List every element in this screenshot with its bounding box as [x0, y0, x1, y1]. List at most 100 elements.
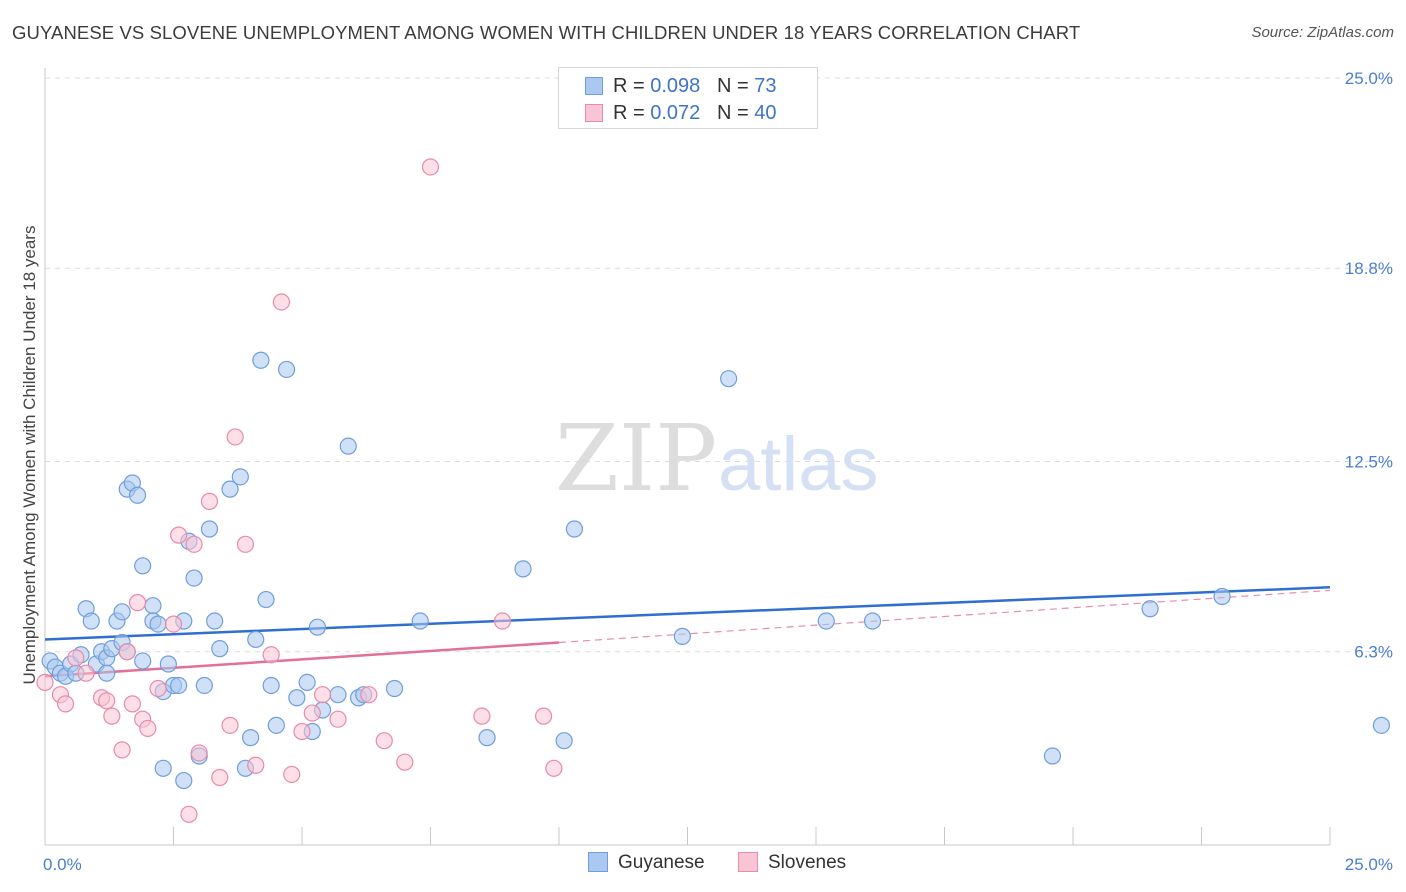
watermark: ZIP atlas [555, 405, 879, 512]
axes [44, 68, 1331, 846]
point-guyanese [149, 615, 167, 633]
point-guyanese [1043, 747, 1062, 765]
point-guyanese [206, 612, 224, 630]
point-slovenes [421, 158, 440, 176]
point-guyanese [231, 468, 249, 486]
point-guyanese [247, 630, 265, 649]
point-guyanese [257, 590, 275, 609]
legend-n-value: 40 [754, 102, 777, 124]
data-points [36, 158, 1391, 823]
tick-labels: 6.3% 12.5% 18.8% 25.0% 0.0% 25.0% [43, 69, 1393, 874]
point-slovenes [98, 692, 116, 710]
point-slovenes [360, 686, 378, 704]
point-guyanese [98, 664, 116, 682]
point-guyanese [673, 627, 691, 645]
point-guyanese [113, 603, 131, 621]
trend-line-slovenes-extended [558, 589, 1331, 644]
bottom-legend-guyanese: Guyanese [588, 852, 705, 874]
point-slovenes [67, 649, 85, 667]
point-guyanese [411, 612, 429, 630]
point-guyanese [200, 520, 219, 538]
point-guyanese [1141, 600, 1159, 618]
y-tick-label: 18.8% [1345, 259, 1393, 278]
legend-r-value: 0.098 [650, 75, 701, 97]
point-slovenes [534, 707, 553, 725]
point-slovenes [283, 765, 301, 784]
point-slovenes [190, 744, 208, 762]
legend-swatch-guyanese [585, 77, 603, 95]
point-guyanese [175, 771, 193, 790]
point-guyanese [159, 655, 177, 673]
y-tick-label: 25.0% [1345, 69, 1393, 88]
legend-n-label: N = [716, 102, 749, 124]
legend-row-guyanese: R = 0.098 N = 73 [585, 75, 776, 99]
point-guyanese [262, 676, 280, 695]
bottom-legend-label-slovenes: Slovenes [768, 852, 847, 873]
point-guyanese [478, 729, 496, 747]
point-guyanese [277, 360, 296, 379]
correlation-legend: R = 0.098 N = 73 R = 0.072 N = 40 [558, 67, 818, 129]
point-slovenes [139, 719, 157, 738]
point-guyanese [252, 351, 270, 369]
point-slovenes [149, 679, 167, 698]
y-tick-label: 6.3% [1354, 643, 1393, 662]
point-slovenes [118, 643, 136, 661]
trend-line-slovenes [44, 641, 560, 678]
watermark-zip: ZIP [555, 405, 717, 512]
bottom-legend-swatch-slovenes [738, 852, 758, 872]
trend-lines [44, 586, 1331, 678]
point-slovenes [493, 612, 512, 630]
legend-n-label: N = [716, 75, 749, 97]
point-guyanese [242, 729, 260, 747]
point-slovenes [313, 686, 332, 704]
legend-r-value: 0.072 [650, 102, 701, 124]
point-guyanese [267, 716, 285, 734]
bottom-legend-swatch-guyanese [588, 852, 608, 872]
legend-n-value: 73 [754, 75, 777, 97]
point-slovenes [211, 768, 229, 787]
point-slovenes [185, 535, 203, 553]
point-guyanese [82, 612, 100, 630]
point-slovenes [170, 526, 188, 544]
point-guyanese [144, 597, 162, 615]
point-guyanese [221, 480, 239, 498]
point-guyanese [134, 652, 152, 670]
point-slovenes [128, 594, 147, 612]
x-tick-label-min: 0.0% [43, 855, 82, 874]
point-slovenes [293, 722, 311, 741]
legend-swatch-slovenes [585, 104, 603, 122]
point-slovenes [262, 646, 280, 664]
point-slovenes [36, 673, 54, 691]
point-slovenes [329, 710, 347, 728]
point-slovenes [545, 759, 563, 777]
point-slovenes [396, 753, 414, 771]
point-guyanese [298, 673, 316, 691]
point-guyanese [185, 569, 203, 587]
point-slovenes [77, 664, 95, 682]
point-guyanese [134, 557, 152, 575]
source-label: Source: ZipAtlas.com [1251, 24, 1394, 41]
point-guyanese [720, 370, 738, 388]
point-guyanese [154, 759, 172, 777]
point-guyanese [211, 640, 229, 658]
point-slovenes [103, 707, 121, 725]
point-slovenes [473, 707, 491, 725]
point-slovenes [123, 695, 141, 713]
legend-r-label: R = [613, 75, 645, 97]
point-slovenes [164, 615, 183, 633]
watermark-atlas: atlas [718, 422, 879, 507]
trend-line-guyanese [44, 586, 1331, 641]
point-guyanese [565, 520, 584, 538]
y-tick-label: 12.5% [1345, 453, 1393, 472]
point-slovenes [56, 695, 75, 713]
point-guyanese [1213, 587, 1231, 606]
bottom-legend-label-guyanese: Guyanese [618, 852, 705, 873]
point-guyanese [1372, 716, 1391, 734]
point-guyanese [308, 618, 327, 636]
point-slovenes [200, 492, 219, 510]
point-slovenes [221, 716, 239, 734]
point-guyanese [195, 676, 213, 695]
point-slovenes [303, 704, 321, 722]
point-guyanese [339, 437, 357, 455]
